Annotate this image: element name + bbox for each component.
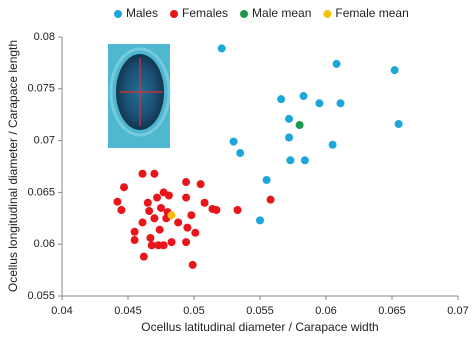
point <box>120 183 129 192</box>
point <box>236 149 245 158</box>
legend-label: Male mean <box>252 6 311 20</box>
y-tick-label: 0.07 <box>34 135 55 147</box>
point <box>191 228 200 237</box>
point <box>138 218 147 227</box>
x-tick-label: 0.07 <box>447 305 468 317</box>
point <box>286 156 295 165</box>
point <box>233 206 242 215</box>
y-tick-label: 0.08 <box>34 31 55 43</box>
point <box>138 169 147 178</box>
point <box>157 203 165 212</box>
point <box>299 92 308 101</box>
point <box>217 44 226 53</box>
point <box>262 175 271 184</box>
x-tick-label: 0.065 <box>378 305 406 317</box>
point <box>182 193 191 202</box>
point <box>150 214 159 223</box>
point <box>229 137 238 146</box>
x-tick-label: 0.045 <box>114 305 142 317</box>
legend-label: Female mean <box>335 6 408 20</box>
x-tick-label: 0.05 <box>183 305 204 317</box>
y-tick-label: 0.06 <box>34 238 55 250</box>
x-tick-label: 0.04 <box>51 305 72 317</box>
legend-marker <box>114 10 122 18</box>
legend-marker <box>323 10 332 18</box>
point <box>139 252 148 261</box>
y-tick-label: 0.065 <box>27 186 55 198</box>
point <box>200 198 209 207</box>
legend-label: Females <box>182 6 228 20</box>
point <box>266 195 275 204</box>
point <box>336 99 345 108</box>
legend-marker <box>170 10 179 18</box>
point <box>390 66 399 75</box>
point <box>277 95 286 104</box>
point <box>182 178 191 187</box>
point <box>182 238 191 247</box>
point <box>295 121 304 130</box>
y-axis-label: Ocellus longitudinal diameter / Carapace… <box>6 40 20 292</box>
point <box>167 238 176 247</box>
point <box>145 207 154 216</box>
legend-label: Males <box>126 6 158 20</box>
point <box>183 223 192 232</box>
point <box>150 169 159 178</box>
point <box>117 206 126 215</box>
point <box>187 211 196 220</box>
point <box>196 180 205 189</box>
point <box>315 99 324 108</box>
point <box>146 233 155 242</box>
point <box>188 260 197 269</box>
point <box>164 191 173 200</box>
point <box>394 120 403 129</box>
point <box>130 236 139 245</box>
point <box>155 225 164 234</box>
point <box>174 218 183 227</box>
x-tick-label: 0.06 <box>315 305 336 317</box>
point <box>332 59 341 68</box>
legend-marker <box>240 10 249 18</box>
point <box>212 206 221 215</box>
y-tick-label: 0.055 <box>27 290 55 302</box>
y-tick-label: 0.075 <box>27 83 55 95</box>
point <box>113 197 122 206</box>
point <box>285 133 294 142</box>
x-tick-label: 0.055 <box>246 305 274 317</box>
point <box>285 114 294 123</box>
point <box>328 140 337 149</box>
point <box>147 241 156 250</box>
point <box>130 227 139 236</box>
point <box>167 211 176 220</box>
point <box>300 156 309 165</box>
inset-photo <box>108 44 171 148</box>
point <box>153 193 162 202</box>
point <box>154 241 163 250</box>
point <box>256 216 264 225</box>
point <box>143 198 152 207</box>
x-axis-label: Ocellus latitudinal diameter / Carapace … <box>141 320 378 334</box>
